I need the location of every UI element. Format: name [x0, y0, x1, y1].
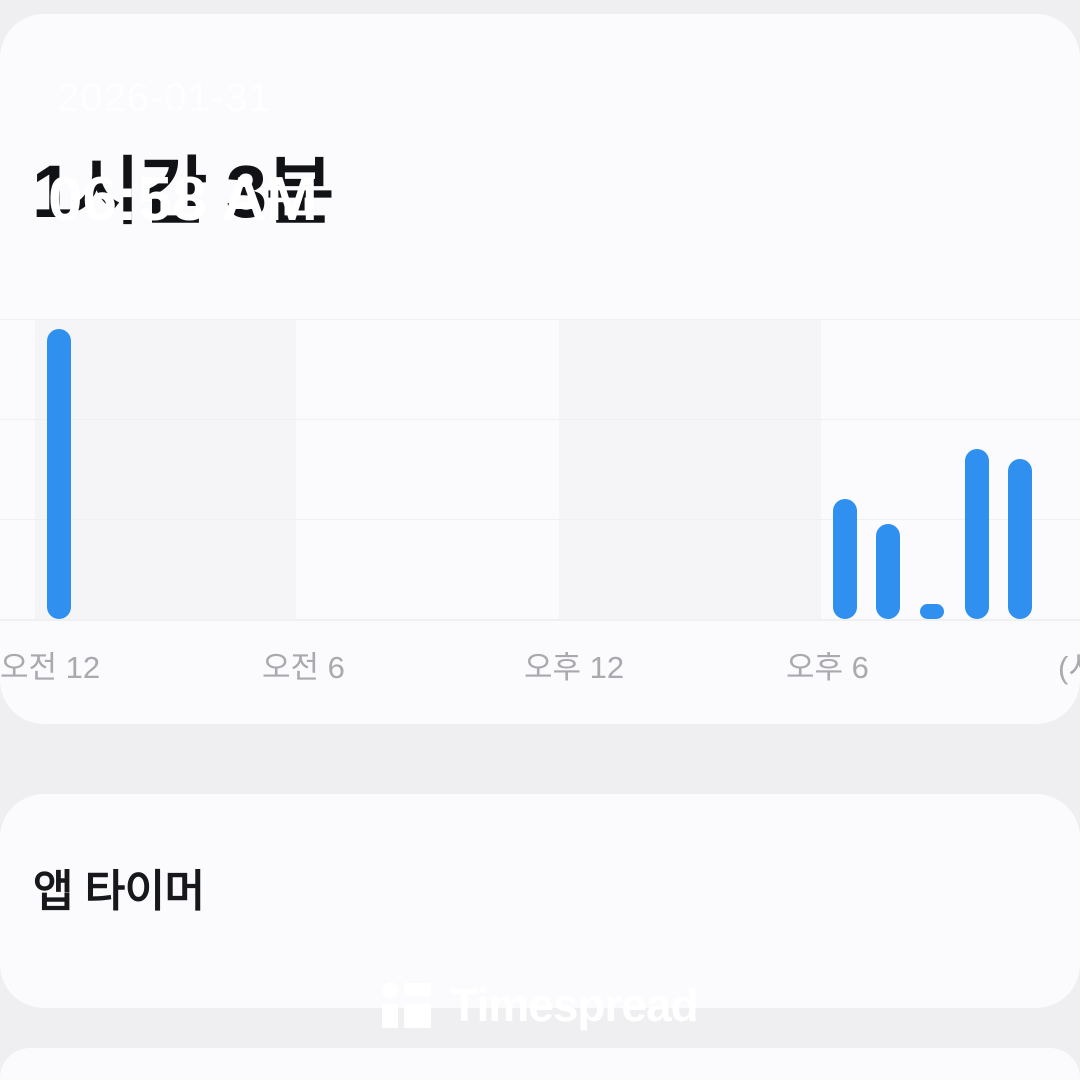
chart-shaded-band — [559, 319, 821, 619]
chart-bar[interactable] — [833, 499, 857, 619]
x-axis-unit-label: (시 — [1058, 650, 1080, 685]
chart-x-axis-labels: (시 오전 12 오전 6 오후 12 오후 6 — [0, 642, 1080, 688]
chart-x-tick-label: 오후 6 — [786, 650, 869, 685]
chart-bar[interactable] — [965, 449, 989, 619]
clock-timestamp-overlay: 06:58 AM — [48, 165, 318, 234]
usage-summary-card: 2026-01-31 1시간 3분 06:58 AM (시 오전 12 오전 6 오… — [0, 14, 1080, 724]
summary-header: 1시간 3분 06:58 AM — [0, 132, 1080, 242]
chart-x-tick-label: 오후 12 — [524, 650, 625, 685]
app-timer-card[interactable] — [0, 794, 1080, 1008]
hourly-usage-chart[interactable]: (시 오전 12 오전 6 오후 12 오후 6 — [0, 304, 1080, 704]
chart-x-tick-label: 오전 6 — [262, 650, 345, 685]
chart-shaded-band — [35, 319, 296, 619]
chart-bar[interactable] — [1008, 459, 1032, 619]
app-timer-title: 앱 타이머 — [33, 867, 205, 916]
chart-plot-area — [0, 319, 1080, 621]
date-watermark: 2026-01-31 — [57, 76, 272, 120]
chart-bar[interactable] — [47, 329, 71, 619]
chart-gridline — [0, 519, 1080, 520]
chart-gridline — [0, 419, 1080, 420]
next-card-partial[interactable] — [0, 1048, 1080, 1080]
chart-bar[interactable] — [876, 524, 900, 619]
chart-x-tick-label: 오전 12 — [0, 650, 101, 685]
total-usage-time: 1시간 3분 — [32, 150, 334, 233]
chart-gridline — [0, 619, 1080, 621]
chart-bar[interactable] — [920, 604, 944, 619]
chart-gridline — [0, 319, 1080, 320]
